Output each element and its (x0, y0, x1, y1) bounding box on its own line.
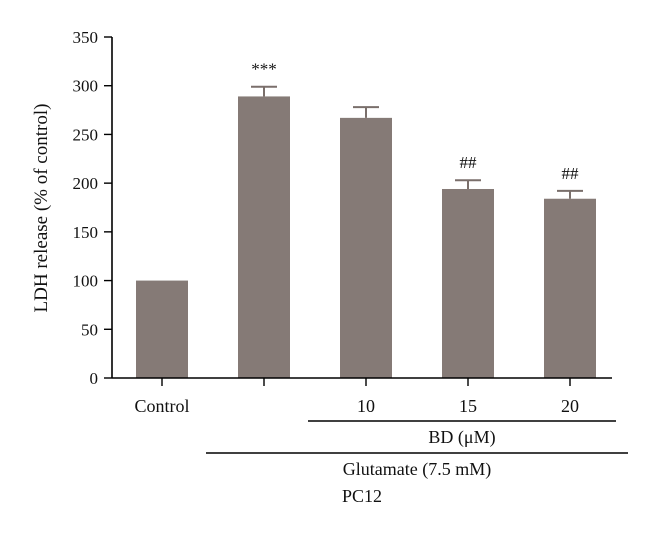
bar (442, 188, 494, 378)
bar (340, 117, 392, 378)
significance-marker: ## (460, 153, 478, 172)
bar (136, 280, 188, 378)
x-tick-label: Control (134, 396, 189, 416)
bar (544, 198, 596, 378)
y-tick-label: 100 (73, 272, 99, 291)
x-tick-label: 15 (459, 396, 477, 416)
y-axis-ticks: 0 50 100 150 200 250 300 350 (73, 28, 112, 388)
panel-label: PC12 (342, 486, 382, 506)
error-bars (251, 85, 583, 199)
group-label: Glutamate (7.5 mM) (343, 459, 491, 480)
group-label: BD (μM) (428, 427, 495, 448)
y-tick-label: 250 (73, 125, 99, 144)
group-brackets: BD (μM) Glutamate (7.5 mM) (206, 420, 628, 480)
y-tick-label: 300 (73, 77, 99, 96)
bars (136, 96, 596, 378)
y-tick-label: 200 (73, 174, 99, 193)
y-tick-label: 0 (90, 369, 99, 388)
significance-annotations: *** ## ## (251, 60, 579, 183)
x-tick-label: 20 (561, 396, 579, 416)
x-tick-label: 10 (357, 396, 375, 416)
y-tick-label: 150 (73, 223, 99, 242)
bar (238, 96, 290, 378)
significance-marker: *** (251, 60, 277, 79)
x-axis-labels: Control 10 15 20 (134, 378, 579, 416)
y-axis-label: LDH release (% of control) (31, 104, 52, 313)
significance-marker: ## (562, 164, 580, 183)
y-tick-label: 350 (73, 28, 99, 47)
y-tick-label: 50 (81, 320, 98, 339)
